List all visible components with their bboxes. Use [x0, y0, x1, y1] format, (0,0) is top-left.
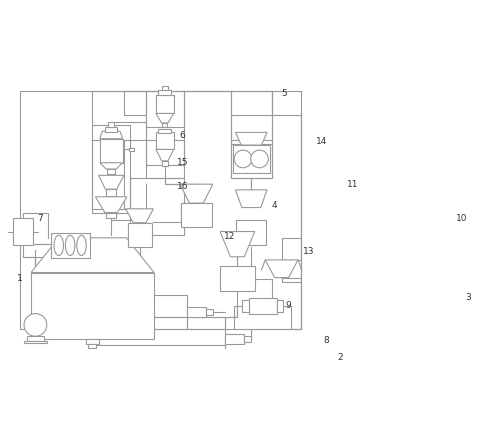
Bar — [106, 213, 116, 217]
Bar — [161, 86, 168, 90]
Bar — [156, 132, 174, 149]
Bar — [107, 169, 115, 174]
Bar — [156, 95, 174, 114]
Polygon shape — [265, 260, 298, 278]
Bar — [158, 90, 171, 95]
Polygon shape — [156, 114, 174, 123]
Text: 13: 13 — [303, 247, 314, 256]
Text: 9: 9 — [286, 301, 291, 310]
Bar — [27, 336, 44, 341]
Bar — [13, 218, 33, 245]
Text: 5: 5 — [281, 89, 287, 99]
Polygon shape — [235, 133, 267, 145]
Text: 2: 2 — [338, 353, 343, 362]
Text: 16: 16 — [177, 182, 188, 191]
Bar — [236, 220, 267, 245]
Bar — [31, 273, 154, 339]
Bar — [277, 300, 283, 312]
Bar — [187, 307, 206, 317]
Text: 1: 1 — [17, 274, 23, 283]
Bar — [105, 127, 118, 133]
Text: 4: 4 — [272, 201, 278, 210]
Bar — [24, 341, 47, 343]
Polygon shape — [180, 184, 213, 203]
Bar — [51, 233, 91, 258]
Circle shape — [24, 313, 47, 336]
Bar — [244, 335, 252, 342]
Text: 12: 12 — [223, 232, 235, 241]
Polygon shape — [126, 209, 153, 223]
Bar — [108, 122, 114, 127]
Bar — [106, 189, 116, 195]
Bar — [129, 148, 134, 151]
Circle shape — [250, 150, 268, 168]
Polygon shape — [31, 238, 154, 273]
Polygon shape — [33, 276, 91, 335]
Text: 14: 14 — [316, 137, 327, 146]
Bar — [225, 334, 244, 344]
Bar — [220, 266, 255, 291]
Bar — [242, 300, 249, 312]
Text: 8: 8 — [323, 336, 329, 345]
Ellipse shape — [65, 235, 75, 255]
Ellipse shape — [54, 235, 63, 255]
Bar — [86, 339, 99, 344]
Ellipse shape — [77, 235, 86, 255]
Bar — [206, 309, 213, 316]
Text: 10: 10 — [456, 214, 467, 223]
Bar — [100, 139, 123, 163]
Bar — [158, 129, 171, 133]
Polygon shape — [99, 175, 124, 189]
Bar — [162, 123, 167, 127]
Polygon shape — [220, 232, 255, 257]
Bar — [128, 223, 151, 247]
Polygon shape — [235, 190, 267, 208]
Text: 11: 11 — [347, 179, 359, 189]
Bar — [233, 145, 270, 173]
Polygon shape — [156, 149, 174, 161]
Polygon shape — [100, 131, 123, 139]
Bar — [249, 298, 277, 314]
Bar — [89, 344, 96, 348]
Polygon shape — [94, 276, 152, 335]
Bar — [181, 203, 212, 227]
Text: 3: 3 — [465, 293, 471, 302]
Polygon shape — [100, 163, 123, 169]
Polygon shape — [96, 197, 127, 213]
Text: 15: 15 — [177, 158, 188, 167]
Circle shape — [234, 150, 252, 168]
Text: 7: 7 — [38, 214, 43, 223]
Text: 6: 6 — [180, 131, 186, 140]
Bar — [161, 161, 168, 166]
